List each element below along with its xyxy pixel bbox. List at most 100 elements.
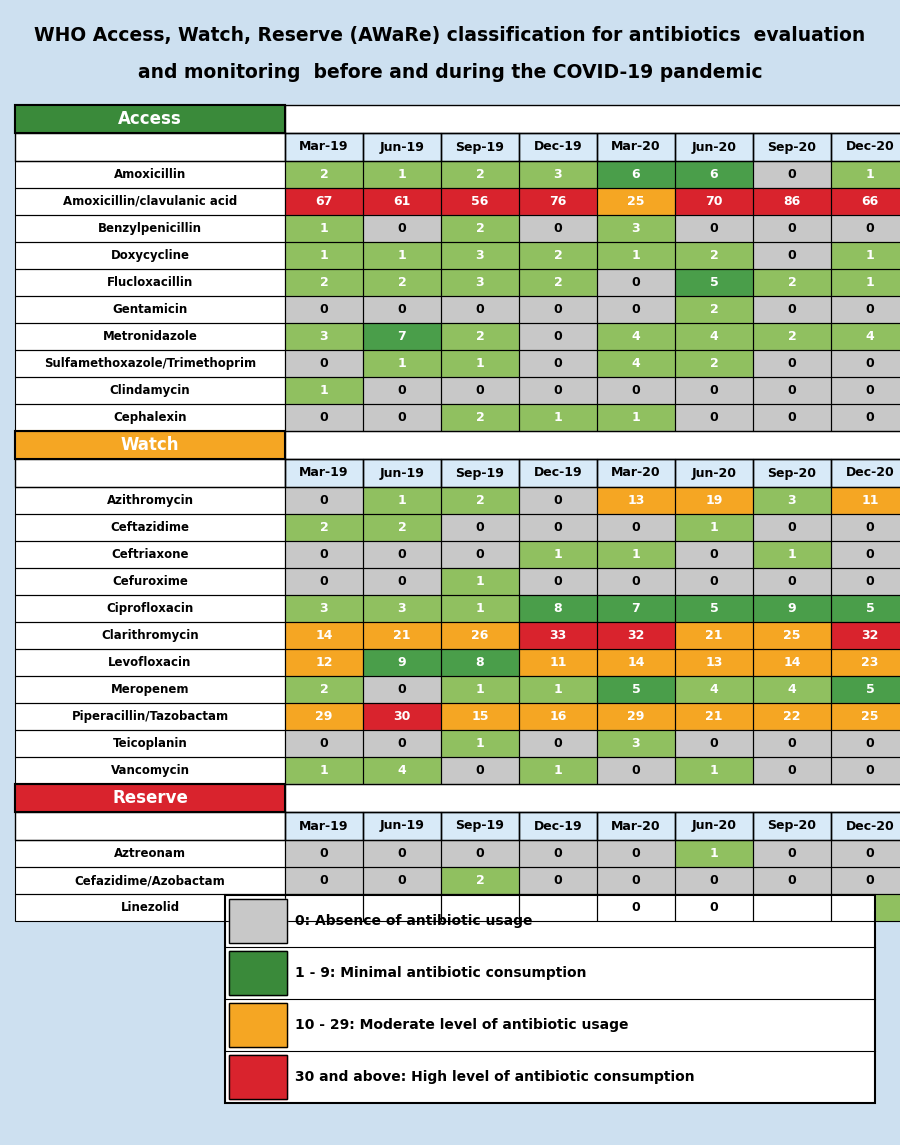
Bar xyxy=(225,895,875,1103)
Text: 1: 1 xyxy=(398,168,407,181)
Bar xyxy=(363,350,441,377)
Text: Mar-19: Mar-19 xyxy=(299,141,349,153)
Bar xyxy=(363,459,441,487)
Text: 3: 3 xyxy=(320,330,328,344)
Text: Dec-19: Dec-19 xyxy=(534,820,582,832)
Text: 4: 4 xyxy=(788,684,796,696)
Bar xyxy=(675,595,753,622)
Text: 2: 2 xyxy=(475,168,484,181)
Bar xyxy=(519,242,597,269)
Text: 3: 3 xyxy=(320,602,328,615)
Bar xyxy=(285,431,900,459)
Bar xyxy=(15,894,285,921)
Bar xyxy=(675,514,753,540)
Bar xyxy=(441,622,519,649)
Bar xyxy=(519,622,597,649)
Bar xyxy=(15,161,285,188)
Bar xyxy=(519,487,597,514)
Text: 21: 21 xyxy=(393,629,410,642)
Bar xyxy=(15,487,285,514)
Bar xyxy=(675,350,753,377)
Text: Jun-20: Jun-20 xyxy=(691,820,736,832)
Bar xyxy=(15,323,285,350)
Bar xyxy=(441,622,519,649)
Bar xyxy=(597,459,675,487)
Bar xyxy=(285,105,900,133)
Bar xyxy=(519,676,597,703)
Bar xyxy=(15,514,285,540)
Bar xyxy=(597,840,675,867)
Bar xyxy=(363,242,441,269)
Text: 1: 1 xyxy=(320,384,328,397)
Text: 0: 0 xyxy=(320,493,328,507)
Bar xyxy=(675,540,753,568)
Bar xyxy=(597,595,675,622)
Text: 0: 0 xyxy=(554,222,562,235)
Bar xyxy=(441,840,519,867)
Bar xyxy=(15,105,285,133)
Bar xyxy=(675,894,753,921)
Bar xyxy=(363,487,441,514)
Bar xyxy=(753,215,831,242)
Text: 0: 0 xyxy=(475,384,484,397)
Bar xyxy=(831,622,900,649)
Text: 0: 0 xyxy=(320,548,328,561)
Bar xyxy=(441,297,519,323)
Text: 23: 23 xyxy=(861,656,878,669)
Bar xyxy=(597,133,675,161)
Bar xyxy=(753,297,831,323)
Bar xyxy=(15,676,285,703)
Bar xyxy=(519,676,597,703)
Bar xyxy=(753,487,831,514)
Bar xyxy=(363,757,441,784)
Bar xyxy=(597,188,675,215)
Text: 1: 1 xyxy=(866,901,875,914)
Bar xyxy=(285,487,363,514)
Text: 3: 3 xyxy=(632,222,640,235)
Bar xyxy=(363,676,441,703)
Bar xyxy=(285,676,363,703)
Bar xyxy=(229,951,287,995)
Bar xyxy=(15,133,285,161)
Text: 1: 1 xyxy=(554,548,562,561)
Bar xyxy=(753,540,831,568)
Bar xyxy=(831,487,900,514)
Text: 0: 0 xyxy=(788,521,796,534)
Bar xyxy=(15,676,285,703)
Bar xyxy=(753,731,831,757)
Bar xyxy=(753,377,831,404)
Bar xyxy=(441,404,519,431)
Text: 1: 1 xyxy=(554,684,562,696)
Bar xyxy=(285,840,363,867)
Bar xyxy=(597,242,675,269)
Text: 1 - 9: Minimal antibiotic consumption: 1 - 9: Minimal antibiotic consumption xyxy=(295,966,587,980)
Bar xyxy=(831,350,900,377)
Bar xyxy=(831,840,900,867)
Bar xyxy=(363,377,441,404)
Bar xyxy=(597,188,675,215)
Bar xyxy=(285,350,363,377)
Bar xyxy=(753,133,831,161)
Bar xyxy=(519,540,597,568)
Text: 25: 25 xyxy=(783,629,801,642)
Bar xyxy=(597,323,675,350)
Text: Flucloxacillin: Flucloxacillin xyxy=(107,276,194,289)
Text: 1: 1 xyxy=(475,684,484,696)
Text: Mar-20: Mar-20 xyxy=(611,141,661,153)
Text: Meropenem: Meropenem xyxy=(111,684,189,696)
Bar xyxy=(15,431,285,459)
Text: 1: 1 xyxy=(709,847,718,860)
Bar xyxy=(363,242,441,269)
Bar xyxy=(831,377,900,404)
Bar xyxy=(15,840,285,867)
Bar xyxy=(519,215,597,242)
Bar xyxy=(753,568,831,595)
Bar xyxy=(831,568,900,595)
Text: Azithromycin: Azithromycin xyxy=(106,493,194,507)
Text: 2: 2 xyxy=(398,521,407,534)
Bar xyxy=(753,514,831,540)
Bar xyxy=(363,514,441,540)
Bar xyxy=(831,297,900,323)
Text: 2: 2 xyxy=(475,222,484,235)
Text: 9: 9 xyxy=(398,656,406,669)
